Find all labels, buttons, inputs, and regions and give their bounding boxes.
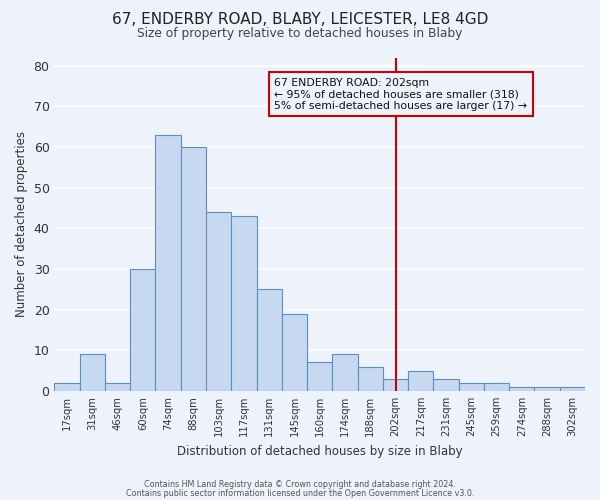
Bar bbox=[80, 354, 105, 391]
Bar bbox=[231, 216, 257, 391]
X-axis label: Distribution of detached houses by size in Blaby: Distribution of detached houses by size … bbox=[177, 444, 463, 458]
Bar bbox=[206, 212, 231, 391]
Bar bbox=[257, 290, 282, 391]
Bar bbox=[105, 383, 130, 391]
Bar bbox=[181, 147, 206, 391]
Bar bbox=[383, 378, 408, 391]
Text: Size of property relative to detached houses in Blaby: Size of property relative to detached ho… bbox=[137, 28, 463, 40]
Bar bbox=[458, 383, 484, 391]
Bar bbox=[509, 387, 535, 391]
Bar bbox=[55, 383, 80, 391]
Bar bbox=[130, 269, 155, 391]
Text: Contains public sector information licensed under the Open Government Licence v3: Contains public sector information licen… bbox=[126, 488, 474, 498]
Y-axis label: Number of detached properties: Number of detached properties bbox=[15, 131, 28, 317]
Bar bbox=[484, 383, 509, 391]
Bar bbox=[307, 362, 332, 391]
Text: 67 ENDERBY ROAD: 202sqm
← 95% of detached houses are smaller (318)
5% of semi-de: 67 ENDERBY ROAD: 202sqm ← 95% of detache… bbox=[274, 78, 527, 111]
Bar bbox=[332, 354, 358, 391]
Bar bbox=[535, 387, 560, 391]
Text: Contains HM Land Registry data © Crown copyright and database right 2024.: Contains HM Land Registry data © Crown c… bbox=[144, 480, 456, 489]
Bar bbox=[560, 387, 585, 391]
Bar bbox=[433, 378, 458, 391]
Text: 67, ENDERBY ROAD, BLABY, LEICESTER, LE8 4GD: 67, ENDERBY ROAD, BLABY, LEICESTER, LE8 … bbox=[112, 12, 488, 28]
Bar bbox=[155, 135, 181, 391]
Bar bbox=[408, 370, 433, 391]
Bar bbox=[358, 366, 383, 391]
Bar bbox=[282, 314, 307, 391]
